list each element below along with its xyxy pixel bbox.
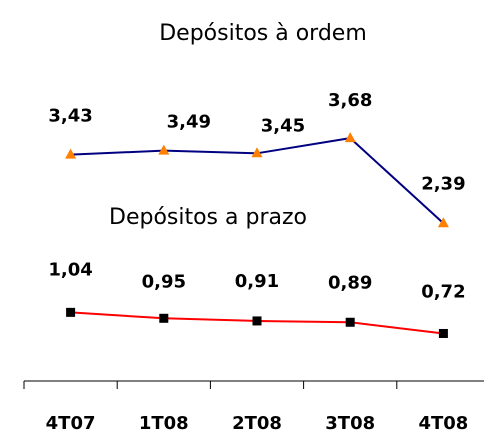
marker xyxy=(159,313,169,323)
series-name: Depósitos à ordem xyxy=(159,21,367,46)
marker xyxy=(66,307,76,317)
value-label: 3,43 xyxy=(48,106,92,127)
value-label: 3,68 xyxy=(328,90,372,111)
value-label: 1,04 xyxy=(48,259,92,280)
x-tick-label: 3T08 xyxy=(325,413,375,434)
marker xyxy=(251,147,263,158)
marker xyxy=(252,316,262,326)
x-tick-label: 4T08 xyxy=(418,413,468,434)
series-name: Depósitos a prazo xyxy=(109,205,307,230)
marker xyxy=(344,132,356,143)
x-tick-label: 2T08 xyxy=(232,413,282,434)
marker xyxy=(438,328,448,338)
marker xyxy=(345,317,355,327)
value-label: 3,45 xyxy=(261,115,305,136)
x-tick-label: 1T08 xyxy=(139,413,189,434)
value-label: 2,39 xyxy=(421,173,465,194)
marker xyxy=(437,217,449,228)
marker xyxy=(65,148,77,159)
value-label: 0,89 xyxy=(328,272,372,293)
value-label: 0,72 xyxy=(421,281,465,302)
x-tick-label: 4T07 xyxy=(46,413,96,434)
value-label: 0,95 xyxy=(142,271,186,292)
value-label: 0,91 xyxy=(235,271,279,292)
value-label: 3,49 xyxy=(167,112,211,133)
marker xyxy=(158,144,170,155)
